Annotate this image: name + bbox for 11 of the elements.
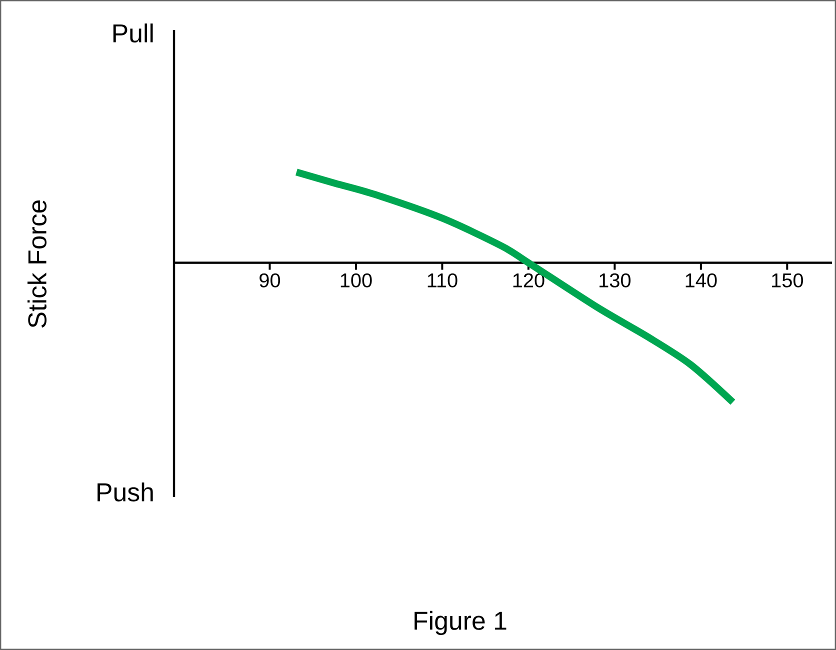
y-axis-title: Stick Force xyxy=(28,200,47,328)
x-tick-label: 120 xyxy=(513,273,544,288)
x-tick-label: 90 xyxy=(260,273,280,288)
text: Pull xyxy=(113,24,153,43)
x-tick-label: 130 xyxy=(600,273,631,288)
x-tick-label: 150 xyxy=(772,273,803,288)
caption: Figure 1 xyxy=(414,610,506,636)
x-tick-label: 110 xyxy=(428,273,458,288)
text: Push xyxy=(98,482,153,502)
x-tick-label: 140 xyxy=(686,273,717,288)
x-tick-label: 100 xyxy=(340,273,372,288)
